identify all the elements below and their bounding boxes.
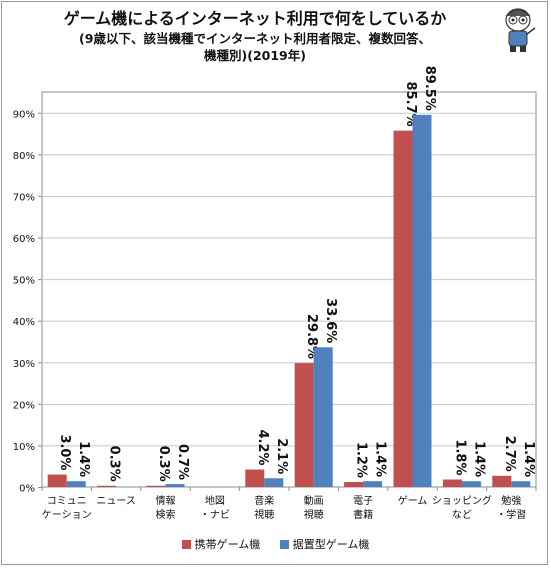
y-tick-label: 20% xyxy=(13,400,35,411)
plot-area xyxy=(41,91,537,488)
x-category-label: など xyxy=(452,509,472,521)
chart-legend: 携帯ゲーム機 据置型ゲーム機 xyxy=(0,536,551,552)
bar-series-1 xyxy=(393,130,413,487)
bar-series-2 xyxy=(412,114,432,488)
data-label: 0.3% xyxy=(156,446,171,482)
data-label: 0.7% xyxy=(175,444,190,480)
y-tick-label: 80% xyxy=(13,151,35,162)
y-tick-label: 40% xyxy=(13,317,35,328)
legend-item-series-2: 据置型ゲーム機 xyxy=(279,536,370,552)
data-label: 4.2% xyxy=(255,429,270,465)
bar-series-2 xyxy=(264,478,284,487)
data-label: 0.3% xyxy=(107,446,122,482)
x-category-label: ゲーム xyxy=(398,495,428,507)
y-tick-label: 50% xyxy=(13,276,35,287)
legend-swatch-series-1 xyxy=(181,540,191,549)
y-tick-label: 60% xyxy=(13,234,35,245)
x-category-label: 視聴 xyxy=(254,508,274,521)
x-category-label: 地図 xyxy=(205,494,225,507)
y-tick-label: 90% xyxy=(13,109,35,120)
bar-series-1 xyxy=(97,485,117,487)
bar-series-1 xyxy=(146,485,166,487)
x-category-label: コミュニ xyxy=(47,496,87,507)
bar-series-2 xyxy=(313,347,333,487)
bar-series-1 xyxy=(344,482,364,487)
legend-swatch-series-2 xyxy=(279,540,289,549)
legend-label-series-1: 携帯ゲーム機 xyxy=(194,538,261,551)
data-label: 1.2% xyxy=(354,442,369,478)
data-label: 1.4% xyxy=(373,441,388,477)
bar-series-1 xyxy=(492,475,512,487)
y-tick-label: 10% xyxy=(13,442,35,453)
bar-series-2 xyxy=(461,481,481,487)
bar-series-2 xyxy=(511,481,531,487)
data-label: 1.4% xyxy=(76,441,91,477)
legend-item-series-1: 携帯ゲーム機 xyxy=(181,536,261,552)
bar-series-1 xyxy=(294,363,314,487)
chart-subtitle-line-2: 機種別)(2019年) xyxy=(204,48,306,63)
y-tick-label: 70% xyxy=(13,192,35,203)
bar-series-1 xyxy=(442,479,462,487)
data-label: 1.4% xyxy=(521,441,536,477)
data-label: 2.7% xyxy=(502,436,517,472)
x-category-label: ・ナビ xyxy=(200,509,230,521)
x-category-label: 音楽 xyxy=(254,494,274,507)
data-label: 1.4% xyxy=(471,441,486,477)
chart-title: ゲーム機によるインターネット利用で何をしているか xyxy=(63,9,447,28)
x-category-label: ショッピング xyxy=(432,494,492,507)
x-category-label: 動画 xyxy=(304,494,324,507)
data-label: 2.1% xyxy=(274,438,289,474)
x-category-label: ・学習 xyxy=(496,508,526,521)
legend-label-series-2: 据置型ゲーム機 xyxy=(292,538,370,551)
y-tick-label: 0% xyxy=(19,484,35,495)
data-label: 33.6% xyxy=(323,298,338,343)
x-category-label: 電子 xyxy=(353,495,373,507)
data-label: 89.5% xyxy=(422,66,437,111)
mascot-illustration xyxy=(505,8,536,52)
data-label: 1.8% xyxy=(452,439,467,475)
x-category-label: 書籍 xyxy=(353,508,373,521)
x-category-label: ニュース xyxy=(96,496,136,507)
x-category-label: 検索 xyxy=(156,508,176,521)
data-label: 3.0% xyxy=(57,434,72,470)
bar-series-2 xyxy=(165,484,185,487)
x-category-label: 情報 xyxy=(156,494,176,507)
x-category-label: 勉強 xyxy=(501,494,521,507)
bar-series-1 xyxy=(245,469,265,487)
bar-series-1 xyxy=(47,474,67,487)
chart-title-block: ゲーム機によるインターネット利用で何をしているか (9歳以下、該当機種でインター… xyxy=(20,8,490,64)
x-category-label: 視聴 xyxy=(304,508,324,521)
chart-subtitle-line-1: (9歳以下、該当機種でインターネット利用者限定、複数回答、 xyxy=(79,31,431,46)
bar-series-2 xyxy=(66,481,86,487)
bar-series-2 xyxy=(363,481,383,487)
y-tick-label: 30% xyxy=(13,359,35,370)
x-category-label: ケーション xyxy=(42,509,92,521)
